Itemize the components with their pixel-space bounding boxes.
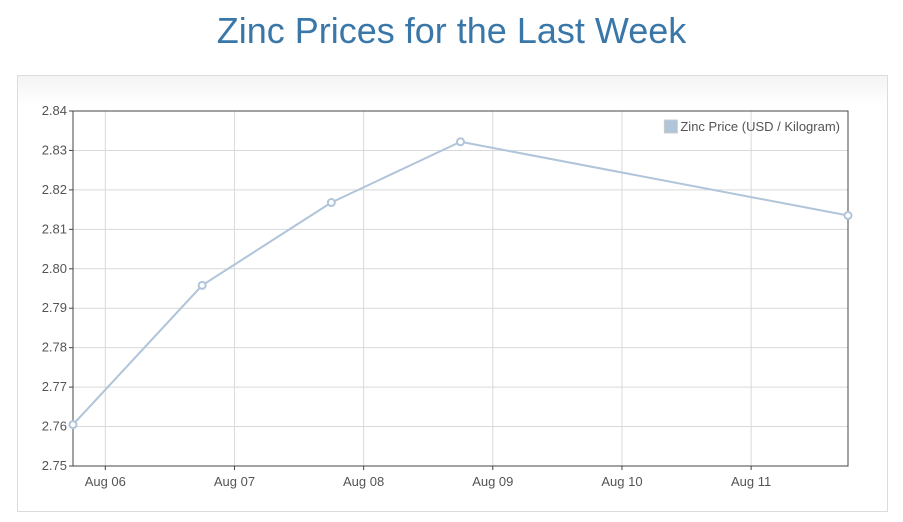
x-tick-label: Aug 06 xyxy=(85,474,126,489)
legend-color-box xyxy=(663,119,678,134)
x-tick-label: Aug 09 xyxy=(472,474,513,489)
x-tick-label: Aug 10 xyxy=(601,474,642,489)
series-line xyxy=(72,140,849,426)
y-tick-label: 2.83 xyxy=(42,142,67,157)
y-tick-label: 2.75 xyxy=(42,458,67,473)
y-tick-label: 2.82 xyxy=(42,182,67,197)
y-tick-label: 2.76 xyxy=(42,419,67,434)
y-tick-label: 2.81 xyxy=(42,221,67,236)
y-tick-label: 2.80 xyxy=(42,261,67,276)
y-tick-label: 2.77 xyxy=(42,379,67,394)
page-title: Zinc Prices for the Last Week xyxy=(216,10,687,51)
plot-area-frame xyxy=(72,110,849,467)
data-point[interactable] xyxy=(197,280,207,290)
x-tick-label: Aug 08 xyxy=(343,474,384,489)
x-tick-label: Aug 11 xyxy=(731,474,771,489)
y-tick-label: 2.79 xyxy=(42,300,67,315)
series-layer xyxy=(68,137,853,430)
chart-panel: 2.75 2.76 2.77 2.78 2.79 2.80 2.81 2.82 2.83 2.84… xyxy=(17,75,888,512)
data-point[interactable] xyxy=(843,211,853,221)
y-axis-ticks: 2.75 2.76 2.77 2.78 2.79 2.80 2.81 2.82 2.83 2.84 xyxy=(42,103,73,473)
y-tick-label: 2.84 xyxy=(42,103,67,118)
x-axis-ticks: Aug 06 Aug 07 Aug 08 Aug 09 Aug 10 Aug 11 xyxy=(85,466,771,489)
zinc-price-line-chart: 2.75 2.76 2.77 2.78 2.79 2.80 2.81 2.82 2.83 2.84… xyxy=(42,103,853,489)
data-point[interactable] xyxy=(456,137,465,147)
x-tick-label: Aug 07 xyxy=(214,474,255,489)
data-point[interactable] xyxy=(326,198,336,208)
data-point[interactable] xyxy=(68,420,78,430)
legend-entry-zinc-price: Zinc Price (USD / Kilogram) xyxy=(680,119,840,134)
grid-lines xyxy=(73,110,848,467)
legend: Zinc Price (USD / Kilogram) xyxy=(663,119,840,134)
y-tick-label: 2.78 xyxy=(42,340,67,355)
